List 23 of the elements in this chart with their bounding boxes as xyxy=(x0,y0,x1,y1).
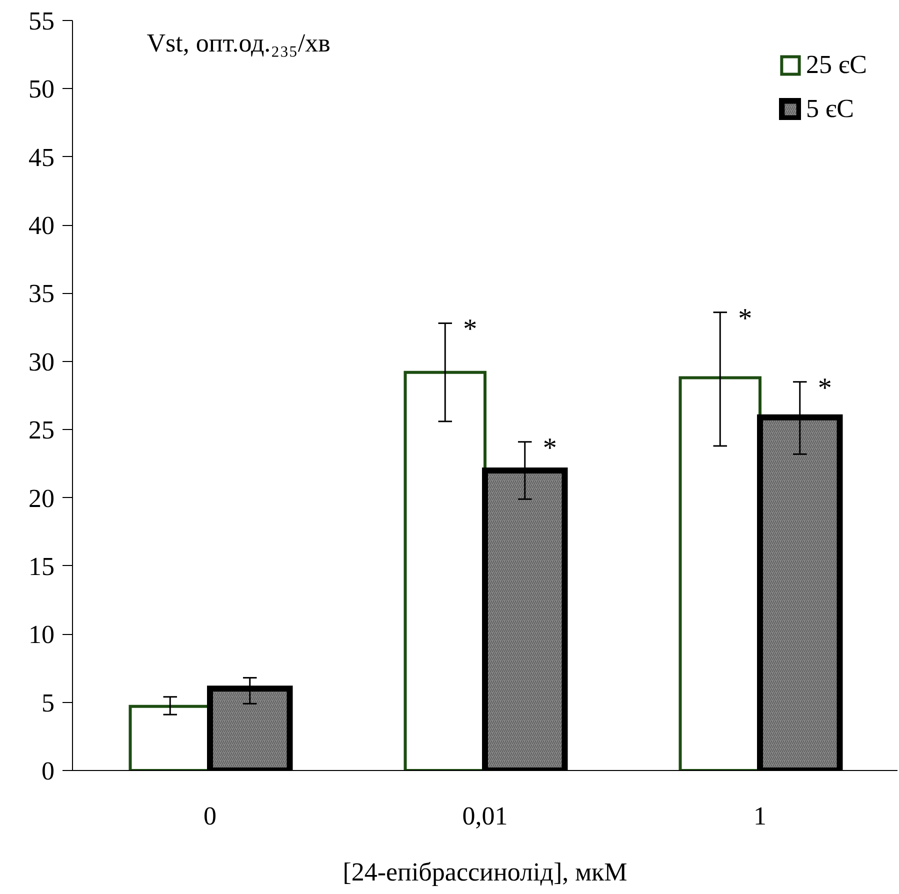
annotation: * xyxy=(463,314,478,346)
y-tick-label: 25 xyxy=(28,416,54,445)
y-tick-label: 50 xyxy=(28,74,54,104)
y-tick-label: 35 xyxy=(28,279,54,308)
annotation: * xyxy=(738,303,752,334)
y-tick-label: 0 xyxy=(42,756,54,786)
y-tick-label: 15 xyxy=(28,552,54,581)
y-tick-label: 20 xyxy=(28,484,54,513)
annotation: * xyxy=(818,372,832,404)
x-tick-label: 0,01 xyxy=(462,802,508,830)
y-tick-label: 40 xyxy=(28,211,54,240)
y-tick-label: 10 xyxy=(28,620,54,650)
y-tick-label: 30 xyxy=(28,347,54,376)
y-tick-label: 45 xyxy=(28,142,54,172)
x-tick-label: 0 xyxy=(204,802,216,830)
y-tick-label: 55 xyxy=(28,6,54,36)
annotation: * xyxy=(542,432,557,464)
x-tick-label: 1 xyxy=(754,802,766,830)
y-tick-label: 5 xyxy=(42,688,54,718)
legend-label: 25 єС xyxy=(806,50,867,80)
x-axis-title: [24-епібрассинолід], мкМ xyxy=(342,858,628,886)
y-axis-title: Vst, опт.од.₂₃₅/хв xyxy=(146,28,330,58)
legend-label: 5 єС xyxy=(806,94,854,124)
